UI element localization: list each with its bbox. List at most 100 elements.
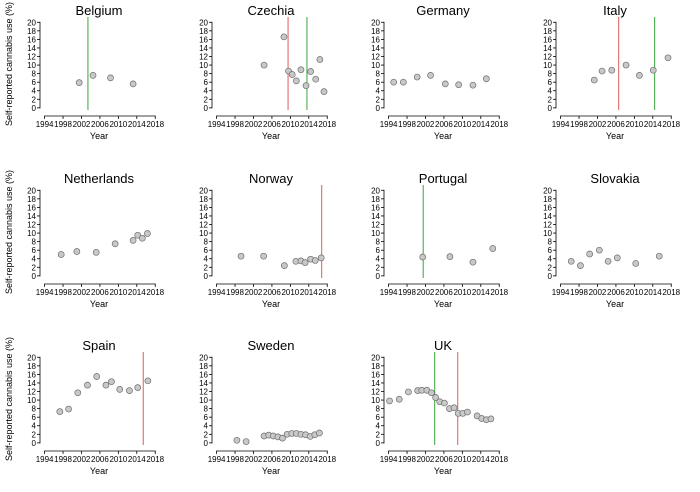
- y-tick-label: 2: [32, 95, 37, 104]
- y-tick-label: 8: [376, 405, 381, 414]
- y-tick-label: 8: [376, 70, 381, 79]
- data-point: [419, 253, 427, 261]
- y-tick-label: 18: [543, 27, 552, 36]
- data-point: [107, 74, 114, 82]
- data-point: [297, 66, 305, 74]
- data-point: [632, 260, 640, 267]
- data-point: [102, 381, 110, 389]
- data-point: [293, 77, 300, 85]
- x-tick-label: 1994: [208, 288, 226, 297]
- y-tick-label: 2: [204, 263, 209, 272]
- y-tick-label: 12: [543, 53, 552, 62]
- y-tick-label: 6: [376, 78, 381, 87]
- y-tick-label: 0: [32, 104, 37, 113]
- data-point: [446, 253, 454, 260]
- x-tick-label: 2006: [435, 455, 453, 464]
- y-tick-label: 20: [27, 18, 36, 27]
- data-point: [129, 80, 137, 88]
- y-tick-label: 10: [199, 396, 208, 405]
- x-tick-label: 1998: [570, 120, 588, 129]
- x-tick-label: 1998: [398, 455, 416, 464]
- data-point: [598, 67, 606, 75]
- data-point: [237, 252, 245, 260]
- x-tick-label: 2002: [589, 120, 607, 129]
- data-point: [405, 388, 412, 396]
- y-tick-label: 16: [543, 203, 552, 212]
- x-tick-label: 2014: [128, 288, 146, 297]
- data-point: [487, 415, 495, 423]
- panel-title: Italy: [603, 3, 627, 18]
- y-tick-label: 2: [376, 95, 381, 104]
- x-tick-label: 2018: [490, 120, 508, 129]
- y-tick-label: 0: [32, 272, 37, 281]
- y-tick-label: 12: [371, 221, 380, 230]
- y-tick-label: 18: [543, 195, 552, 204]
- y-tick-label: 8: [376, 238, 381, 247]
- y-tick-label: 18: [27, 27, 36, 36]
- y-tick-label: 10: [27, 229, 36, 238]
- x-tick-label: 2002: [73, 120, 91, 129]
- x-tick-label: 1998: [54, 288, 72, 297]
- y-tick-label: 16: [199, 203, 208, 212]
- data-point: [317, 254, 325, 262]
- x-tick-label: 2018: [146, 120, 164, 129]
- panel-title: Portugal: [419, 171, 468, 186]
- y-tick-label: 16: [371, 203, 380, 212]
- x-tick-label: 2014: [300, 288, 318, 297]
- y-tick-label: 6: [32, 413, 37, 422]
- y-tick-label: 4: [32, 87, 37, 96]
- x-tick-label: 1994: [36, 288, 54, 297]
- data-point: [595, 246, 603, 254]
- x-axis-label: Year: [262, 131, 280, 141]
- y-tick-label: 10: [199, 61, 208, 70]
- data-point: [111, 240, 119, 248]
- y-tick-label: 10: [371, 396, 380, 405]
- x-tick-label: 2010: [109, 120, 127, 129]
- y-tick-label: 4: [204, 87, 209, 96]
- data-point: [390, 78, 398, 86]
- x-tick-label: 2010: [625, 288, 643, 297]
- x-axis-label: Year: [434, 466, 452, 476]
- data-point: [489, 245, 497, 252]
- x-tick-label: 2010: [453, 120, 471, 129]
- x-tick-label: 2018: [318, 455, 336, 464]
- x-axis-label: Year: [606, 131, 624, 141]
- y-tick-label: 20: [371, 18, 380, 27]
- data-point: [311, 257, 319, 264]
- x-axis-label: Year: [262, 299, 280, 309]
- data-point: [73, 248, 81, 255]
- x-tick-label: 2010: [625, 120, 643, 129]
- panel-title: Spain: [82, 338, 115, 353]
- x-tick-label: 1994: [380, 288, 398, 297]
- y-tick-label: 10: [371, 229, 380, 238]
- x-tick-label: 2010: [109, 455, 127, 464]
- data-point: [586, 250, 593, 258]
- x-tick-label: 1998: [570, 288, 588, 297]
- x-tick-label: 2006: [263, 120, 281, 129]
- data-point: [144, 230, 151, 237]
- y-tick-label: 6: [376, 246, 381, 255]
- x-tick-label: 1994: [208, 120, 226, 129]
- panel-title: Slovakia: [590, 171, 640, 186]
- data-point: [134, 231, 142, 239]
- y-tick-label: 18: [199, 362, 208, 371]
- x-tick-label: 2002: [417, 288, 435, 297]
- x-tick-label: 1998: [226, 288, 244, 297]
- y-tick-label: 10: [27, 396, 36, 405]
- y-tick-label: 18: [371, 362, 380, 371]
- data-point: [65, 405, 72, 413]
- data-point: [316, 56, 324, 63]
- x-tick-label: 2010: [453, 455, 471, 464]
- y-tick-label: 14: [371, 212, 380, 221]
- data-point: [93, 373, 101, 380]
- data-point: [288, 71, 296, 78]
- x-tick-label: 1998: [398, 288, 416, 297]
- y-tick-label: 6: [548, 246, 553, 255]
- data-point: [144, 377, 152, 385]
- data-point: [56, 408, 64, 415]
- y-tick-label: 8: [32, 238, 37, 247]
- y-tick-label: 8: [32, 70, 37, 79]
